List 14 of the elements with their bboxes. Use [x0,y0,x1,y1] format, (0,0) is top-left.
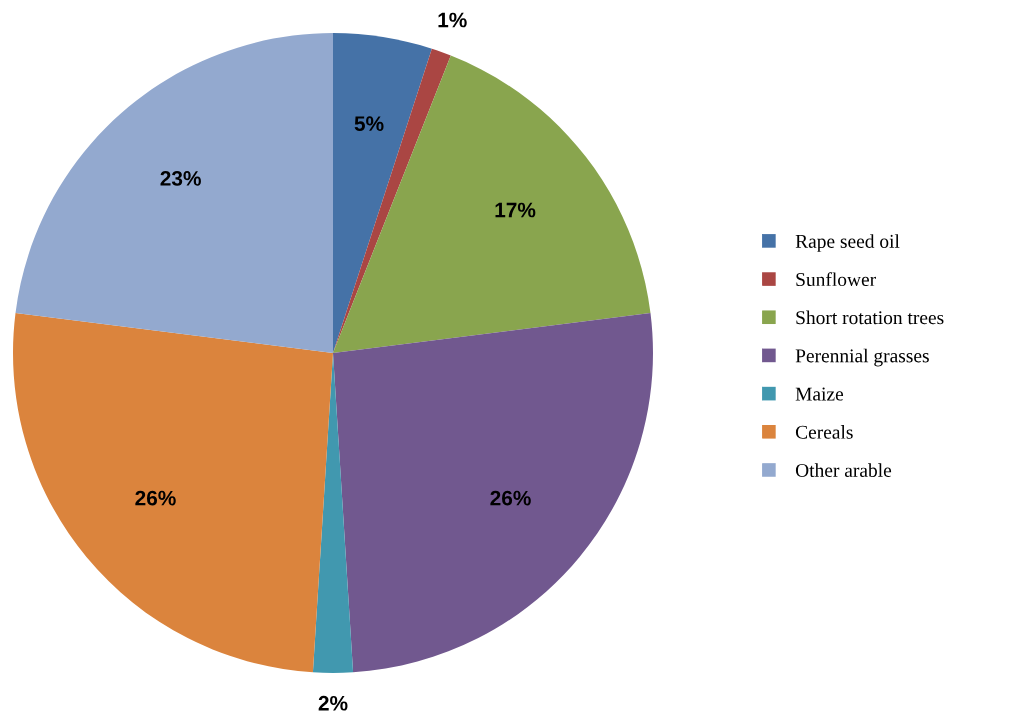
legend-label: Sunflower [796,272,876,287]
legend-label: Other arable [795,463,892,477]
data-label: 26% [490,490,531,506]
data-label: 23% [160,171,201,186]
legend-label: Rape seed oil [795,234,900,252]
data-label: 1% [438,12,467,28]
data-label: 5% [354,116,384,132]
legend-label: Maize [795,387,844,401]
data-label: 2% [318,695,348,711]
legend-label: Cereals [795,425,853,439]
legend-label: Perennial grasses [795,348,929,367]
data-label: 26% [135,490,176,506]
data-label: 17% [495,202,536,218]
legend-label: Short rotation trees [796,310,944,325]
